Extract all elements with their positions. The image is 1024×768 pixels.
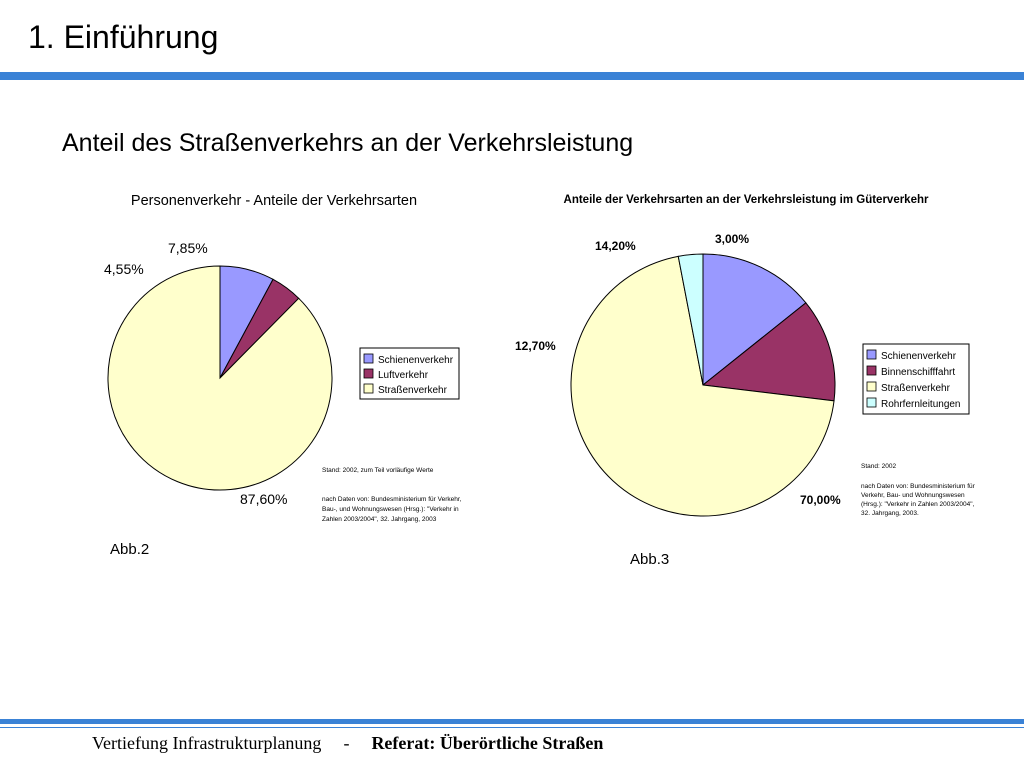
footer-divider <box>0 719 1024 724</box>
legend-item-strassenverkehr: Straßenverkehr <box>378 385 448 396</box>
chart-legend: Schienenverkehr Binnenschifffahrt Straßenv… <box>862 343 970 415</box>
footer-separator: - <box>343 733 350 753</box>
pie-slice-strassenverkehr <box>570 255 835 517</box>
title-divider <box>0 72 1024 80</box>
figure-label-abb3: Abb.3 <box>630 551 670 568</box>
source-note-line: Zahlen 2003/2004", 32. Jahrgang, 2003 <box>322 516 437 523</box>
legend-item-schienenverkehr: Schienenverkehr <box>378 355 454 366</box>
legend-swatch-strassenverkehr <box>866 381 877 392</box>
chart-title: Anteile der Verkehrsarten an der Verkehr… <box>564 194 929 206</box>
pie-slice-strassenverkehr <box>107 265 333 491</box>
legend-swatch-binnenschifffahrt <box>866 365 877 376</box>
footer-topic: Referat: Überörtliche Straßen <box>371 733 604 753</box>
legend-swatch-rohrfernleitungen <box>866 397 877 408</box>
legend-item-luftverkehr: Luftverkehr <box>378 370 429 381</box>
data-label-luftverkehr: 4,55% <box>104 261 144 277</box>
slide-subtitle: Anteil des Straßenverkehrs an der Verkeh… <box>62 129 634 157</box>
source-note-line: (Hrsg.): "Verkehr in Zahlen 2003/2004", <box>861 501 975 508</box>
source-note-line: nach Daten von: Bundesministerium für <box>861 483 976 490</box>
data-label-binnenschifffahrt: 12,70% <box>515 339 556 353</box>
legend-item-binnenschifffahrt: Binnenschifffahrt <box>881 367 955 378</box>
source-note-line: Stand: 2002 <box>861 463 896 470</box>
source-note-line: Bau-, und Wohnungswesen (Hrsg.): "Verkeh… <box>322 506 459 513</box>
data-label-strassenverkehr: 70,00% <box>800 493 841 507</box>
legend-swatch-luftverkehr <box>363 368 374 379</box>
legend-box <box>359 347 460 400</box>
figure-label-abb2: Abb.2 <box>110 541 150 558</box>
data-label-schienenverkehr: 7,85% <box>168 240 208 256</box>
footer-divider-thin <box>0 727 1024 728</box>
legend-swatch-schienenverkehr <box>866 349 877 360</box>
legend-item-schienenverkehr: Schienenverkehr <box>881 351 957 362</box>
data-label-rohrfernleitungen: 3,00% <box>715 232 749 246</box>
data-label-schienenverkehr: 14,20% <box>595 239 636 253</box>
pie-slice-rohrfernleitungen <box>677 253 704 386</box>
data-label-strassenverkehr: 87,60% <box>240 491 287 507</box>
source-note-line: Stand: 2002, zum Teil vorläufige Werte <box>322 467 434 474</box>
chart-legend: Schienenverkehr Luftverkehr Straßenverkehr <box>359 347 460 400</box>
source-note-line: nach Daten von: Bundesministerium für Ve… <box>322 496 462 503</box>
legend-swatch-strassenverkehr <box>363 383 374 394</box>
source-note-line: 32. Jahrgang, 2003. <box>861 510 919 517</box>
legend-box <box>862 343 970 415</box>
pie-slice-binnenschifffahrt <box>701 302 836 402</box>
pie-chart-gueterverkehr: Anteile der Verkehrsarten an der Verkehr… <box>515 194 976 517</box>
legend-item-rohrfernleitungen: Rohrfernleitungen <box>881 399 961 410</box>
pie-chart-personenverkehr: Personenverkehr - Anteile der Verkehrsar… <box>104 193 462 523</box>
legend-item-strassenverkehr: Straßenverkehr <box>881 383 951 394</box>
slide-title: 1. Einführung <box>28 19 219 55</box>
footer-course: Vertiefung Infrastrukturplanung <box>92 733 322 753</box>
legend-swatch-schienenverkehr <box>363 353 374 364</box>
footer: Vertiefung Infrastrukturplanung - Referat:… <box>92 733 603 754</box>
chart-title: Personenverkehr - Anteile der Verkehrsar… <box>131 193 417 209</box>
source-note-line: Verkehr, Bau- und Wohnungswesen <box>861 492 965 499</box>
pie-slice-schienenverkehr <box>702 253 807 387</box>
